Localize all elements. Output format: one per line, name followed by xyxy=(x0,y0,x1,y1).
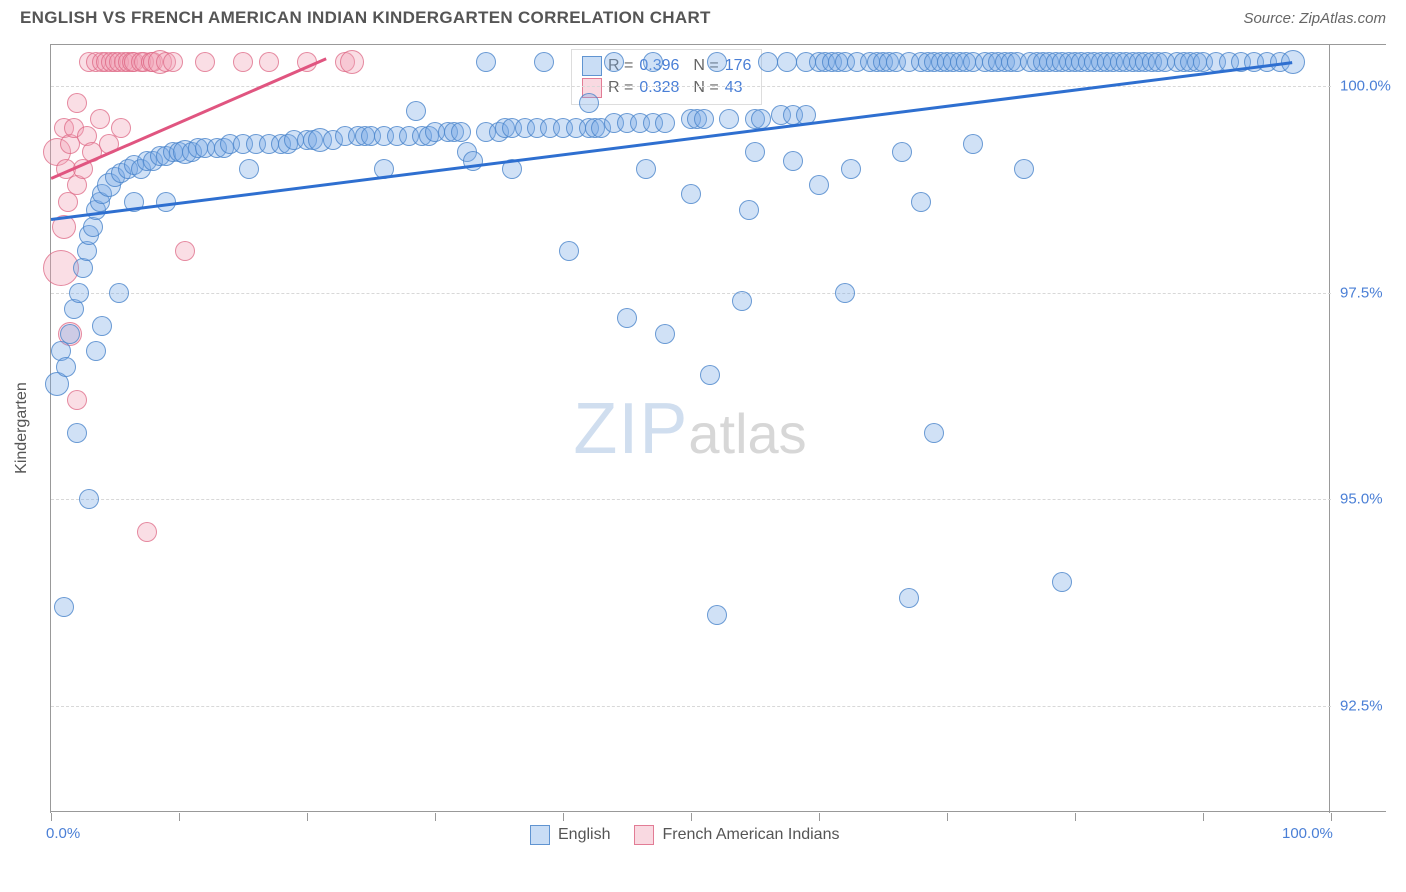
scatter-point-english xyxy=(451,122,471,142)
scatter-point-english xyxy=(924,423,944,443)
x-tick xyxy=(563,813,564,821)
x-tick xyxy=(179,813,180,821)
legend-label: French American Indians xyxy=(662,826,839,844)
scatter-point-english xyxy=(86,341,106,361)
scatter-point-english xyxy=(707,52,727,72)
swatch-blue xyxy=(530,825,550,845)
gridline xyxy=(51,706,1331,707)
scatter-point-english xyxy=(60,324,80,344)
x-tick xyxy=(1331,813,1332,821)
scatter-point-english xyxy=(719,109,739,129)
n-value: 43 xyxy=(725,79,743,97)
x-tick xyxy=(819,813,820,821)
x-tick xyxy=(435,813,436,821)
scatter-point-english xyxy=(892,142,912,162)
watermark-zip: ZIP xyxy=(573,389,688,469)
y-axis-title: Kindergarten xyxy=(13,382,31,474)
scatter-point-french xyxy=(67,390,87,410)
chart-area: ZIPatlas R = 0.396 N = 176 R = 0.328 N =… xyxy=(50,44,1386,812)
scatter-point-english xyxy=(841,159,861,179)
scatter-point-french xyxy=(137,522,157,542)
legend-item-english: English xyxy=(530,825,610,845)
scatter-point-english xyxy=(681,184,701,204)
scatter-point-english xyxy=(643,52,663,72)
scatter-point-english xyxy=(899,588,919,608)
scatter-point-english xyxy=(636,159,656,179)
scatter-point-english xyxy=(732,291,752,311)
plot-region: ZIPatlas R = 0.396 N = 176 R = 0.328 N =… xyxy=(50,45,1330,813)
scatter-point-english xyxy=(239,159,259,179)
scatter-point-french xyxy=(90,109,110,129)
scatter-point-english xyxy=(476,52,496,72)
r-label: R = xyxy=(608,79,633,97)
scatter-point-english xyxy=(739,200,759,220)
scatter-point-english xyxy=(783,151,803,171)
watermark: ZIPatlas xyxy=(573,388,806,470)
x-tick xyxy=(947,813,948,821)
r-value: 0.328 xyxy=(639,79,679,97)
scatter-point-french xyxy=(111,118,131,138)
scatter-point-english xyxy=(911,192,931,212)
scatter-point-english xyxy=(92,316,112,336)
swatch-pink xyxy=(634,825,654,845)
legend-label: English xyxy=(558,826,610,844)
scatter-point-english xyxy=(963,134,983,154)
scatter-point-english xyxy=(694,109,714,129)
scatter-point-english xyxy=(604,52,624,72)
scatter-point-english xyxy=(69,283,89,303)
y-tick-label: 95.0% xyxy=(1340,491,1383,508)
scatter-point-english xyxy=(707,605,727,625)
scatter-point-english xyxy=(809,175,829,195)
scatter-point-english xyxy=(1052,572,1072,592)
scatter-point-english xyxy=(534,52,554,72)
x-max-label: 100.0% xyxy=(1282,825,1333,842)
scatter-point-english xyxy=(67,423,87,443)
scatter-point-french xyxy=(195,52,215,72)
scatter-point-french xyxy=(163,52,183,72)
scatter-point-english xyxy=(700,365,720,385)
n-value: 176 xyxy=(725,57,752,75)
series-legend: English French American Indians xyxy=(530,825,839,845)
gridline xyxy=(51,499,1331,500)
y-tick-label: 97.5% xyxy=(1340,284,1383,301)
x-tick xyxy=(307,813,308,821)
scatter-point-english xyxy=(56,357,76,377)
x-min-label: 0.0% xyxy=(46,825,80,842)
scatter-point-english xyxy=(559,241,579,261)
scatter-point-english xyxy=(758,52,778,72)
watermark-atlas: atlas xyxy=(688,402,806,465)
x-tick xyxy=(1203,813,1204,821)
x-tick xyxy=(1075,813,1076,821)
scatter-point-french xyxy=(67,93,87,113)
scatter-point-english xyxy=(406,101,426,121)
scatter-point-english xyxy=(655,324,675,344)
scatter-point-english xyxy=(54,597,74,617)
x-tick xyxy=(51,813,52,821)
scatter-point-french xyxy=(175,241,195,261)
swatch-blue xyxy=(582,56,602,76)
legend-item-french: French American Indians xyxy=(634,825,839,845)
x-tick xyxy=(691,813,692,821)
correlation-legend: R = 0.396 N = 176 R = 0.328 N = 43 xyxy=(571,49,762,105)
gridline xyxy=(51,293,1331,294)
scatter-point-english xyxy=(617,308,637,328)
scatter-point-english xyxy=(79,489,99,509)
n-label: N = xyxy=(693,79,718,97)
scatter-point-english xyxy=(579,93,599,113)
scatter-point-english xyxy=(835,283,855,303)
chart-title: ENGLISH VS FRENCH AMERICAN INDIAN KINDER… xyxy=(20,8,711,28)
scatter-point-english xyxy=(777,52,797,72)
scatter-point-english xyxy=(109,283,129,303)
scatter-point-english xyxy=(655,113,675,133)
scatter-point-english xyxy=(745,142,765,162)
scatter-point-french xyxy=(233,52,253,72)
y-tick-label: 92.5% xyxy=(1340,697,1383,714)
source-label: Source: ZipAtlas.com xyxy=(1243,10,1386,27)
scatter-point-english xyxy=(1014,159,1034,179)
y-tick-label: 100.0% xyxy=(1340,78,1391,95)
gridline xyxy=(51,86,1331,87)
scatter-point-french xyxy=(340,50,364,74)
legend-row-french: R = 0.328 N = 43 xyxy=(582,78,751,98)
scatter-point-french xyxy=(259,52,279,72)
